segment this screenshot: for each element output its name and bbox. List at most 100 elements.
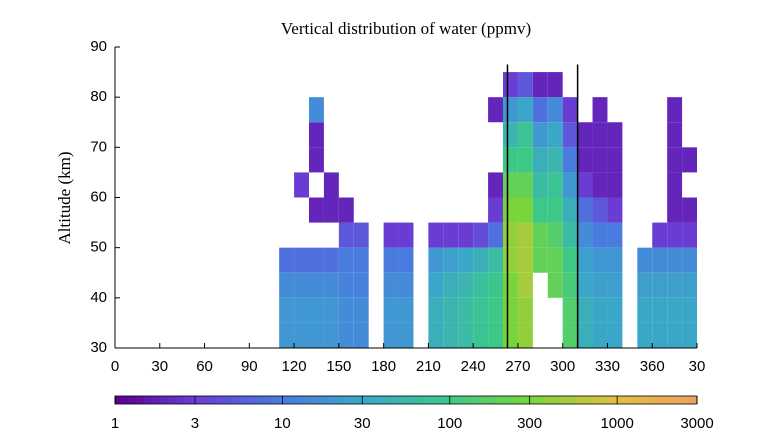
cell bbox=[577, 322, 593, 348]
cell bbox=[458, 322, 474, 348]
x-tick-label: 90 bbox=[241, 358, 258, 375]
cell bbox=[637, 322, 653, 348]
cell bbox=[682, 247, 697, 273]
cell bbox=[517, 272, 533, 298]
cell bbox=[532, 72, 548, 98]
colorbar-tick-label: 100 bbox=[437, 415, 462, 432]
cell bbox=[562, 122, 578, 148]
cell bbox=[473, 322, 489, 348]
cell bbox=[323, 272, 339, 298]
y-tick-label: 70 bbox=[90, 138, 107, 155]
cell bbox=[503, 72, 518, 98]
x-tick-label: 360 bbox=[640, 358, 665, 375]
cell bbox=[488, 222, 503, 248]
cell bbox=[592, 272, 608, 298]
colorbar-tick-label: 1 bbox=[111, 415, 119, 432]
cell bbox=[294, 297, 309, 323]
cell bbox=[353, 297, 369, 323]
cell bbox=[503, 172, 518, 198]
cell bbox=[309, 97, 324, 123]
cell bbox=[532, 172, 548, 198]
cell bbox=[443, 322, 459, 348]
cell bbox=[473, 222, 489, 248]
cell bbox=[309, 247, 324, 273]
y-tick-label: 50 bbox=[90, 239, 107, 256]
cell bbox=[488, 297, 503, 323]
cell bbox=[503, 222, 518, 248]
cell bbox=[532, 122, 548, 148]
cell bbox=[458, 297, 474, 323]
cell bbox=[488, 322, 503, 348]
y-tick-label: 30 bbox=[90, 339, 107, 356]
cell bbox=[547, 247, 563, 273]
cell bbox=[562, 197, 578, 223]
colorbar-tick-label: 300 bbox=[517, 415, 542, 432]
cell bbox=[577, 247, 593, 273]
colorbar-tick-label: 10 bbox=[274, 415, 291, 432]
cell bbox=[667, 222, 683, 248]
cell bbox=[592, 222, 608, 248]
cell bbox=[577, 197, 593, 223]
cell bbox=[398, 247, 414, 273]
cell bbox=[398, 297, 414, 323]
cell bbox=[652, 322, 668, 348]
cell bbox=[592, 122, 608, 148]
cell bbox=[323, 297, 339, 323]
cell bbox=[323, 247, 339, 273]
cell bbox=[488, 197, 503, 223]
cell bbox=[323, 322, 339, 348]
cell bbox=[562, 297, 578, 323]
y-axis-label: Altitude (km) bbox=[55, 151, 74, 244]
cell bbox=[488, 172, 503, 198]
cell bbox=[547, 197, 563, 223]
cell bbox=[562, 247, 578, 273]
cell bbox=[547, 122, 563, 148]
cell bbox=[428, 222, 444, 248]
cell bbox=[488, 247, 503, 273]
cell bbox=[353, 272, 369, 298]
x-tick-label: 30 bbox=[689, 358, 706, 375]
cell bbox=[592, 297, 608, 323]
cell bbox=[592, 172, 608, 198]
x-tick-label: 180 bbox=[371, 358, 396, 375]
cell bbox=[353, 247, 369, 273]
cell bbox=[353, 322, 369, 348]
cell bbox=[309, 197, 324, 223]
cell bbox=[562, 172, 578, 198]
cell bbox=[309, 122, 324, 148]
cell bbox=[667, 322, 683, 348]
chart-title: Vertical distribution of water (ppmv) bbox=[281, 19, 531, 38]
colorbar-tick-label: 3000 bbox=[680, 415, 713, 432]
cell bbox=[294, 172, 309, 198]
cell bbox=[547, 272, 563, 298]
cell bbox=[532, 97, 548, 123]
cell bbox=[517, 97, 533, 123]
cell bbox=[562, 97, 578, 123]
cell bbox=[652, 272, 668, 298]
cell bbox=[309, 272, 324, 298]
cell bbox=[607, 172, 623, 198]
cell bbox=[547, 172, 563, 198]
cell bbox=[503, 247, 518, 273]
x-tick-label: 150 bbox=[326, 358, 351, 375]
cell bbox=[503, 272, 518, 298]
cell bbox=[294, 272, 309, 298]
cell bbox=[667, 247, 683, 273]
cell bbox=[562, 272, 578, 298]
cell bbox=[383, 322, 399, 348]
cell bbox=[637, 272, 653, 298]
cell bbox=[443, 297, 459, 323]
cell bbox=[473, 297, 489, 323]
cell bbox=[323, 197, 339, 223]
x-tick-label: 270 bbox=[505, 358, 530, 375]
cell bbox=[473, 247, 489, 273]
cell bbox=[383, 297, 399, 323]
cell bbox=[503, 97, 518, 123]
cell bbox=[294, 247, 309, 273]
cell bbox=[652, 247, 668, 273]
cell bbox=[517, 122, 533, 148]
x-tick-label: 30 bbox=[151, 358, 168, 375]
cell bbox=[577, 122, 593, 148]
cell bbox=[682, 197, 697, 223]
